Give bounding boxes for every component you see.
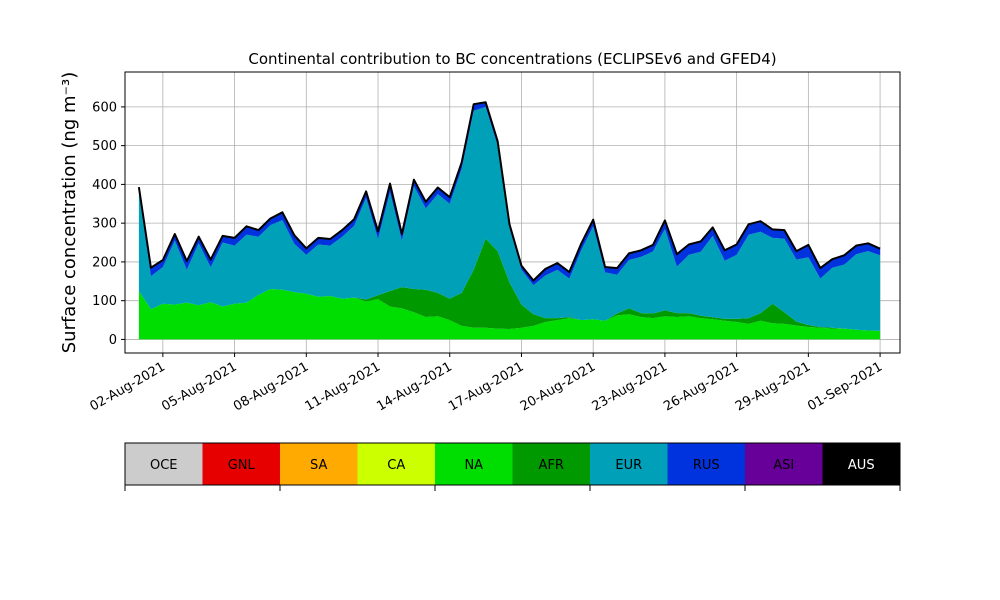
x-tick-label-5: 17-Aug-2021 <box>446 359 526 414</box>
total-line-group <box>137 101 881 282</box>
legend-label-gnl: GNL <box>228 458 256 473</box>
legend-swatch-na <box>435 443 513 485</box>
x-tick-label-7: 23-Aug-2021 <box>590 359 670 414</box>
legend-swatch-gnl <box>202 443 280 485</box>
plot-area: 0 100 200 300 400 500 600 02-Aug-202105-Aug-20… <box>88 71 901 415</box>
legend-swatch-asi <box>745 443 823 485</box>
y-axis-ticks: 0 100 200 300 400 500 600 <box>92 100 125 348</box>
legend-swatch-afr <box>512 443 590 485</box>
x-tick-label-2: 08-Aug-2021 <box>231 359 311 414</box>
plot-frame <box>124 71 901 354</box>
y-tick-label-5: 500 <box>92 139 117 154</box>
x-tick-label-1: 05-Aug-2021 <box>159 359 239 414</box>
legend-swatch-sa <box>280 443 358 485</box>
legend-swatch-rus <box>667 443 745 485</box>
y-tick-label-4: 400 <box>92 178 117 193</box>
legend-colorbar: OCE GNL SA CA NA AFR EUR RUS ASI AUS <box>124 442 901 491</box>
legend-swatch-oce <box>125 443 203 485</box>
legend-label-asi: ASI <box>773 458 794 473</box>
x-tick-label-9: 29-Aug-2021 <box>733 359 813 414</box>
y-axis-label: Surface concentration (ng m⁻³) <box>59 72 80 354</box>
legend-label-afr: AFR <box>539 458 564 473</box>
area-afr <box>138 238 881 331</box>
y-tick-label-1: 100 <box>92 294 117 309</box>
x-tick-label-6: 20-Aug-2021 <box>518 359 598 414</box>
chart-title: Continental contribution to BC concentra… <box>248 50 776 68</box>
legend-label-na: NA <box>464 458 483 473</box>
stacked-areas <box>138 102 881 340</box>
legend-frame <box>124 442 901 486</box>
total-line <box>137 101 881 282</box>
legend-label-oce: OCE <box>150 458 178 473</box>
x-tick-label-0: 02-Aug-2021 <box>88 359 168 414</box>
area-eur <box>138 106 881 331</box>
legend-label-ca: CA <box>387 458 405 473</box>
legend-label-sa: SA <box>310 458 327 473</box>
x-tick-label-8: 26-Aug-2021 <box>661 359 741 414</box>
y-tick-label-6: 600 <box>92 100 117 115</box>
x-tick-label-4: 14-Aug-2021 <box>374 359 454 414</box>
y-tick-label-0: 0 <box>109 333 117 348</box>
legend-swatch-ca <box>357 443 435 485</box>
x-tick-label-10: 01-Sep-2021 <box>805 359 885 414</box>
legend-swatch-aus <box>822 443 900 485</box>
area-rus <box>138 103 881 286</box>
area-na <box>138 289 881 340</box>
legend-label-aus: AUS <box>848 458 875 473</box>
legend-swatch-eur <box>590 443 668 485</box>
legend-label-rus: RUS <box>693 458 720 473</box>
x-axis-ticks: 02-Aug-202105-Aug-202108-Aug-202111-Aug-… <box>88 353 885 415</box>
legend-label-eur: EUR <box>615 458 642 473</box>
x-tick-label-3: 11-Aug-2021 <box>303 359 383 414</box>
y-tick-label-2: 200 <box>92 255 117 270</box>
y-tick-label-3: 300 <box>92 217 117 232</box>
